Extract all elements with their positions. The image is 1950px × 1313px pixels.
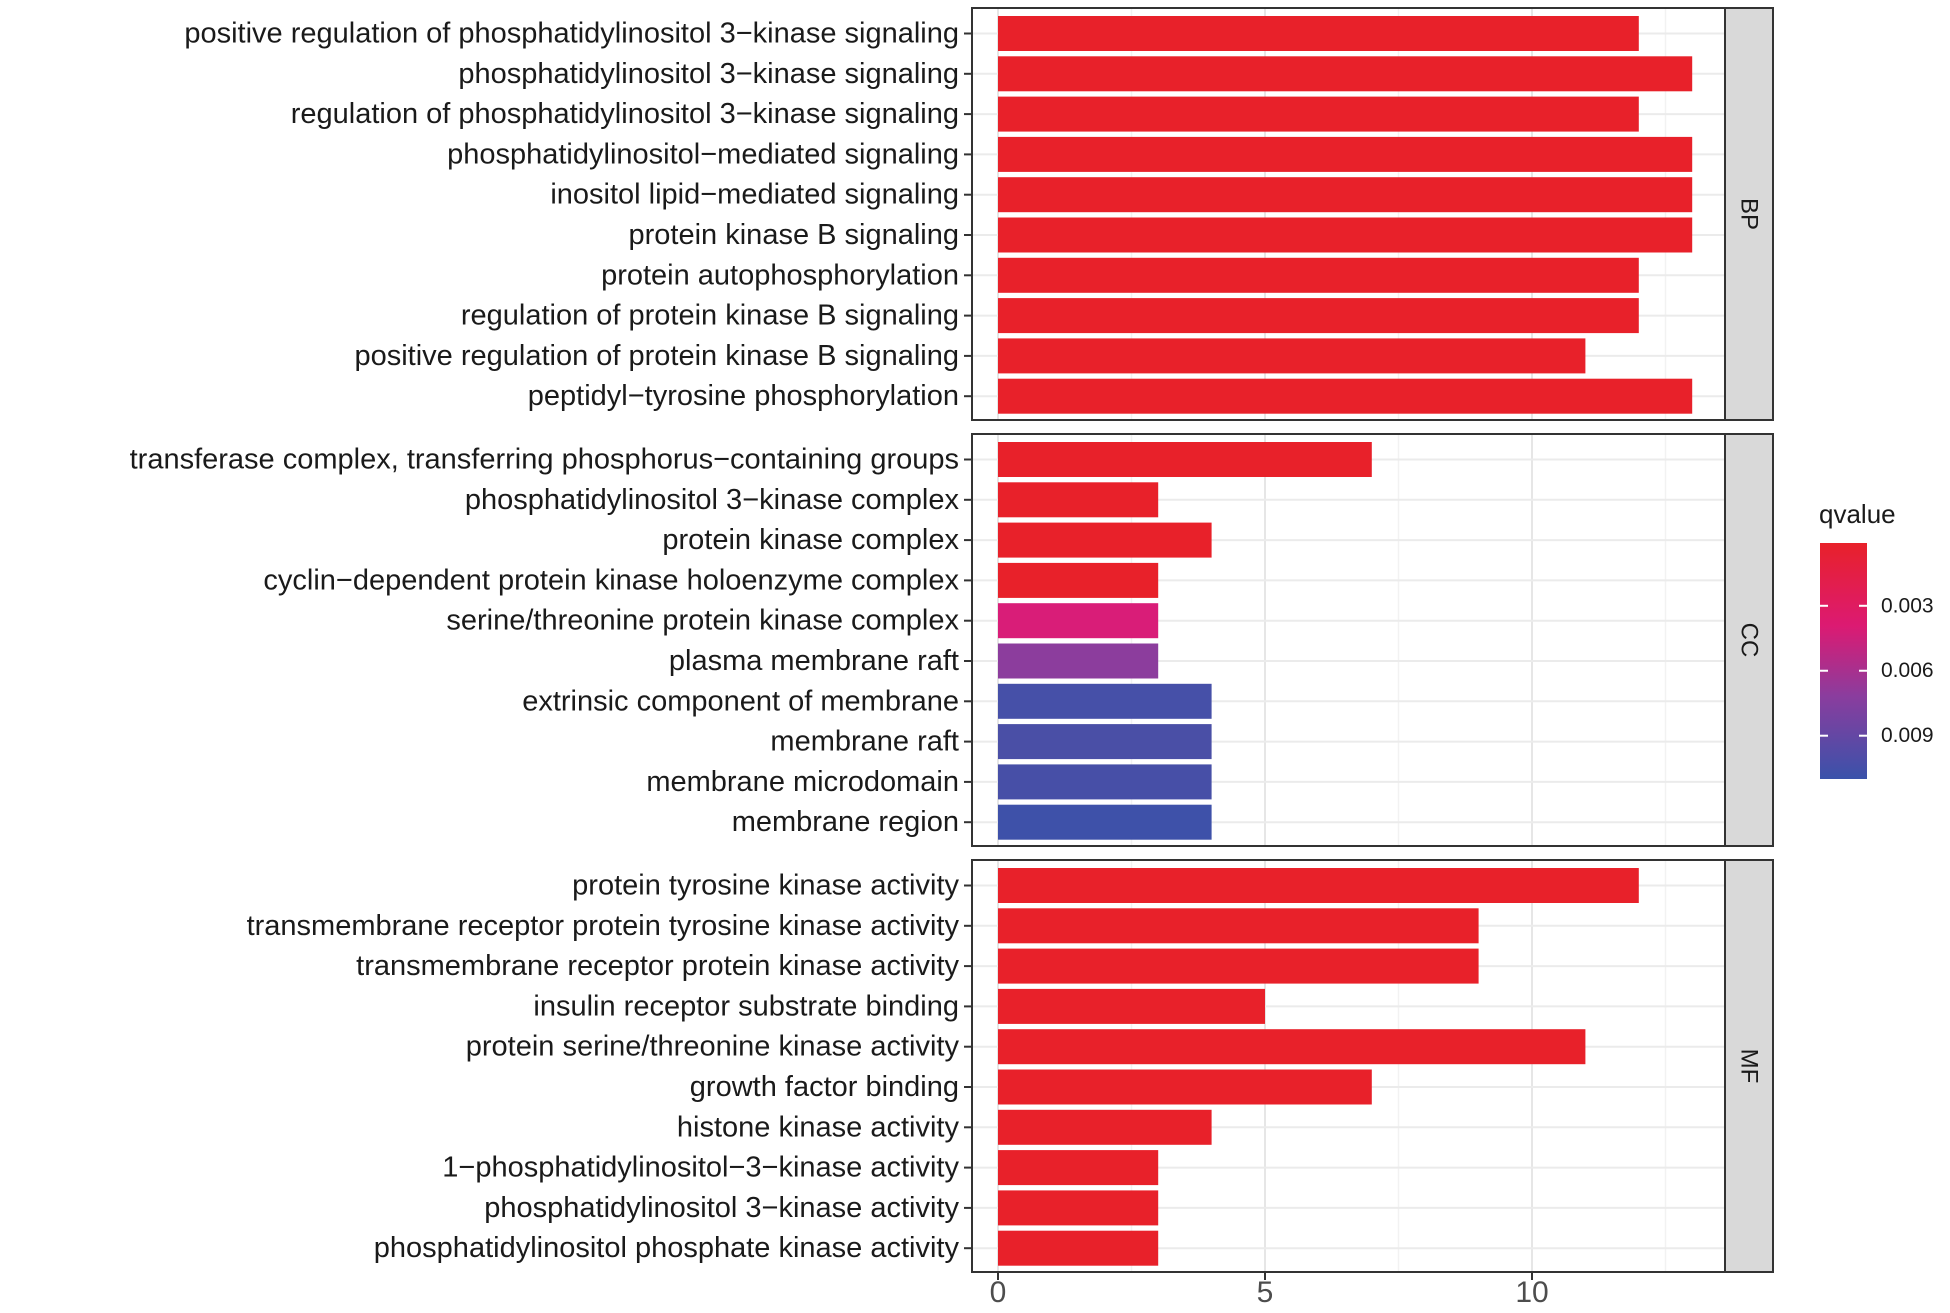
bar-bp-9 [998, 378, 1693, 414]
bar-cc-9 [998, 804, 1212, 840]
term-label-mf-0: protein tyrosine kinase activity [572, 870, 959, 902]
bar-mf-3 [998, 988, 1265, 1024]
bar-bp-8 [998, 338, 1586, 374]
facet-strip-cc [1724, 433, 1774, 847]
bar-bp-4 [998, 177, 1693, 213]
x-tick-label-0: 0 [990, 1276, 1007, 1309]
term-label-bp-9: peptidyl−tyrosine phosphorylation [528, 380, 959, 412]
legend-title: qvalue [1819, 499, 1896, 529]
term-label-bp-3: phosphatidylinositol−mediated signaling [447, 138, 959, 170]
term-label-bp-6: protein autophosphorylation [601, 259, 959, 291]
term-label-bp-0: positive regulation of phosphatidylinosi… [184, 18, 959, 50]
term-label-cc-4: serine/threonine protein kinase complex [446, 605, 959, 637]
term-label-cc-6: extrinsic component of membrane [522, 685, 959, 717]
term-label-cc-7: membrane raft [770, 726, 959, 758]
term-label-mf-7: 1−phosphatidylinositol−3−kinase activity [442, 1152, 959, 1184]
bar-mf-0 [998, 868, 1639, 903]
facet-label-cc: CC [1736, 623, 1763, 658]
bar-bp-6 [998, 257, 1639, 293]
term-label-cc-2: protein kinase complex [662, 524, 959, 556]
bar-bp-5 [998, 217, 1693, 253]
bar-cc-4 [998, 603, 1159, 639]
term-label-cc-9: membrane region [732, 806, 959, 838]
term-label-bp-4: inositol lipid−mediated signaling [550, 179, 959, 211]
term-label-mf-2: transmembrane receptor protein kinase ac… [356, 950, 959, 982]
bar-mf-1 [998, 908, 1479, 944]
term-label-cc-8: membrane microdomain [646, 766, 959, 798]
bar-mf-6 [998, 1109, 1212, 1145]
term-label-bp-5: protein kinase B signaling [629, 219, 959, 251]
bar-cc-1 [998, 482, 1159, 518]
bar-bp-1 [998, 56, 1693, 92]
bar-bp-7 [998, 298, 1639, 334]
term-label-cc-3: cyclin−dependent protein kinase holoenzy… [263, 564, 959, 596]
x-tick-label-1: 5 [1257, 1276, 1274, 1309]
bar-mf-4 [998, 1029, 1586, 1065]
bar-cc-6 [998, 683, 1212, 719]
bar-mf-5 [998, 1069, 1372, 1105]
x-tick-label-2: 10 [1515, 1276, 1548, 1309]
bar-mf-8 [998, 1190, 1159, 1226]
bar-cc-5 [998, 643, 1159, 679]
bar-cc-3 [998, 562, 1159, 598]
bar-mf-7 [998, 1150, 1159, 1186]
term-label-bp-8: positive regulation of protein kinase B … [354, 340, 959, 372]
bar-mf-2 [998, 948, 1479, 984]
term-label-bp-2: regulation of phosphatidylinositol 3−kin… [291, 98, 959, 130]
bar-bp-3 [998, 136, 1693, 172]
facet-label-bp: BP [1736, 198, 1763, 230]
bar-cc-7 [998, 724, 1212, 760]
term-label-cc-0: transferase complex, transferring phosph… [130, 444, 959, 476]
facet-strip-mf [1724, 859, 1774, 1273]
legend-tick-label-1: 0.006 [1881, 659, 1934, 682]
facet-label-mf: MF [1736, 1049, 1763, 1084]
bar-cc-0 [998, 442, 1372, 477]
legend-colorbar [1820, 543, 1867, 779]
bar-bp-0 [998, 16, 1639, 51]
term-label-bp-1: phosphatidylinositol 3−kinase signaling [458, 58, 959, 90]
term-label-mf-9: phosphatidylinositol phosphate kinase ac… [374, 1232, 960, 1264]
term-label-bp-7: regulation of protein kinase B signaling [461, 300, 959, 332]
term-label-mf-3: insulin receptor substrate binding [533, 990, 959, 1022]
term-label-mf-8: phosphatidylinositol 3−kinase activity [484, 1192, 959, 1224]
bar-bp-2 [998, 96, 1639, 132]
term-label-cc-5: plasma membrane raft [669, 645, 959, 677]
facet-strip-bp [1724, 7, 1774, 421]
term-label-mf-5: growth factor binding [690, 1071, 959, 1103]
bar-cc-8 [998, 764, 1212, 800]
legend-tick-label-2: 0.009 [1881, 724, 1934, 747]
term-label-mf-1: transmembrane receptor protein tyrosine … [247, 910, 960, 942]
bar-cc-2 [998, 522, 1212, 558]
legend-tick-label-0: 0.003 [1881, 594, 1934, 617]
term-label-mf-6: histone kinase activity [677, 1111, 960, 1143]
bar-mf-9 [998, 1230, 1159, 1266]
term-label-mf-4: protein serine/threonine kinase activity [466, 1031, 960, 1063]
term-label-cc-1: phosphatidylinositol 3−kinase complex [465, 484, 960, 516]
